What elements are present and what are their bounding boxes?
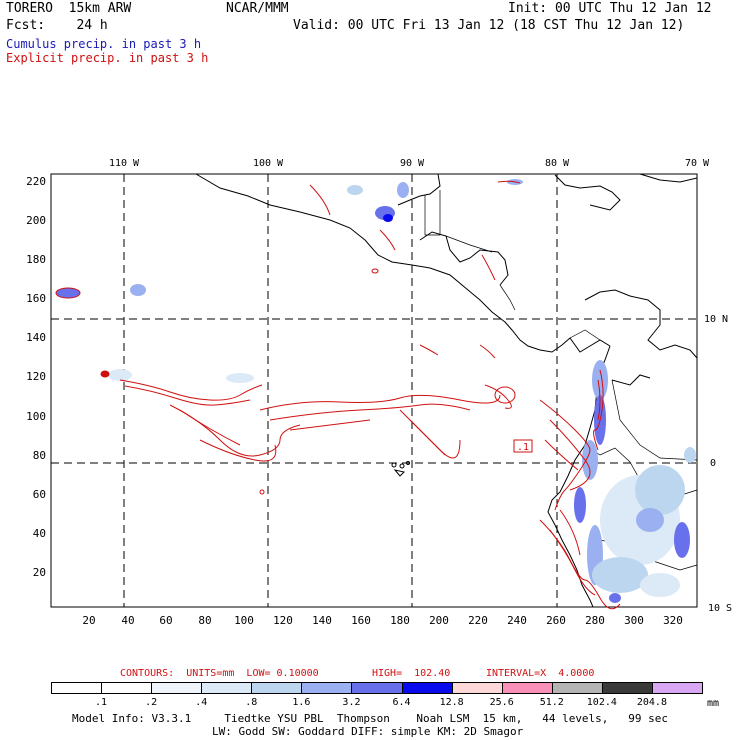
colorbar-cell: [401, 682, 453, 694]
x-tick: 20: [82, 614, 95, 627]
y-tick: 200: [26, 214, 46, 227]
x-tick: 100: [234, 614, 254, 627]
legend-cumulus: Cumulus precip. in past 3 h: [6, 37, 202, 51]
x-tick: 200: [429, 614, 449, 627]
colorbar-label: .4: [195, 697, 208, 708]
y-tick: 40: [33, 527, 46, 540]
colorbar-label: 3.2: [342, 697, 361, 708]
legend-explicit: Explicit precip. in past 3 h: [6, 51, 209, 65]
init-time: Init: 00 UTC Thu 12 Jan 12: [508, 1, 712, 16]
x-tick: 240: [507, 614, 527, 627]
colorbar-label: 12.8: [439, 697, 464, 708]
cumulus-precip-shading: [56, 179, 696, 603]
physics-info: LW: Godd SW: Goddard DIFF: simple KM: 2D…: [212, 725, 524, 738]
annotation-label: .1: [517, 442, 529, 453]
colorbar-cell: [451, 682, 503, 694]
x-tick: 140: [312, 614, 332, 627]
y-tick: 60: [33, 488, 46, 501]
colorbar-label: 51.2: [539, 697, 564, 708]
valid-time: Valid: 00 UTC Fri 13 Jan 12 (18 CST Thu …: [293, 18, 685, 33]
colorbar-label: .2: [145, 697, 158, 708]
y-tick: 20: [33, 566, 46, 579]
colorbar-label: 25.6: [489, 697, 514, 708]
y-tick: 80: [33, 449, 46, 462]
y-tick: 180: [26, 253, 46, 266]
y-tick: 120: [26, 370, 46, 383]
annotation-box: [513, 439, 533, 453]
model-title: TORERO 15km ARW: [6, 1, 132, 16]
colorbar-label: .8: [245, 697, 258, 708]
colorbar-cell: [551, 682, 603, 694]
colorbar-cell: [651, 682, 703, 694]
y-tick: 160: [26, 292, 46, 305]
contour-info: CONTOURS: UNITS=mm LOW= 0.10000: [120, 668, 319, 679]
y-tick: 100: [26, 410, 46, 423]
y-tick: 220: [26, 175, 46, 188]
model-info: Model Info: V3.3.1 Tiedtke YSU PBL Thomp…: [72, 712, 669, 725]
x-tick: 60: [159, 614, 172, 627]
x-tick: 220: [468, 614, 488, 627]
lon-label: 80 W: [545, 158, 570, 169]
explicit-precip-contours: [55, 180, 621, 610]
x-tick: 120: [273, 614, 293, 627]
colorbar-label: 204.8: [636, 697, 667, 708]
contour-high: HIGH= 102.40: [372, 668, 451, 679]
lat-label: 10 S: [708, 603, 732, 614]
colorbar-cell: [351, 682, 403, 694]
colorbar-cell: [201, 682, 253, 694]
x-tick: 80: [198, 614, 211, 627]
x-tick: 40: [121, 614, 134, 627]
colorbar-cell: [251, 682, 303, 694]
colorbar-cell: [301, 682, 353, 694]
x-tick: 160: [351, 614, 371, 627]
colorbar-cell: [101, 682, 153, 694]
colorbar-cell: [601, 682, 653, 694]
colorbar-unit: mm: [707, 698, 720, 709]
x-tick: 300: [624, 614, 644, 627]
lon-label: 70 W: [685, 158, 710, 169]
organization-label: NCAR/MMM: [226, 1, 289, 16]
colorbar-cell: [51, 682, 103, 694]
lon-label: 100 W: [253, 158, 284, 169]
x-tick: 260: [546, 614, 566, 627]
x-tick: 180: [390, 614, 410, 627]
colorbar-label: .1: [95, 697, 108, 708]
x-tick: 320: [663, 614, 683, 627]
lon-label: 90 W: [400, 158, 425, 169]
colorbar-label: 6.4: [392, 697, 411, 708]
contour-interval: INTERVAL=X 4.0000: [486, 668, 595, 679]
colorbar-cell: [501, 682, 553, 694]
x-tick: 280: [585, 614, 605, 627]
lat-label: 0: [710, 458, 716, 469]
forecast-hour: Fcst: 24 h: [6, 18, 108, 33]
lon-label: 110 W: [109, 158, 140, 169]
lat-label: 10 N: [704, 314, 728, 325]
colorbar-cell: [151, 682, 203, 694]
y-tick: 140: [26, 331, 46, 344]
colorbar-label: 102.4: [586, 697, 617, 708]
colorbar-label: 1.6: [292, 697, 311, 708]
